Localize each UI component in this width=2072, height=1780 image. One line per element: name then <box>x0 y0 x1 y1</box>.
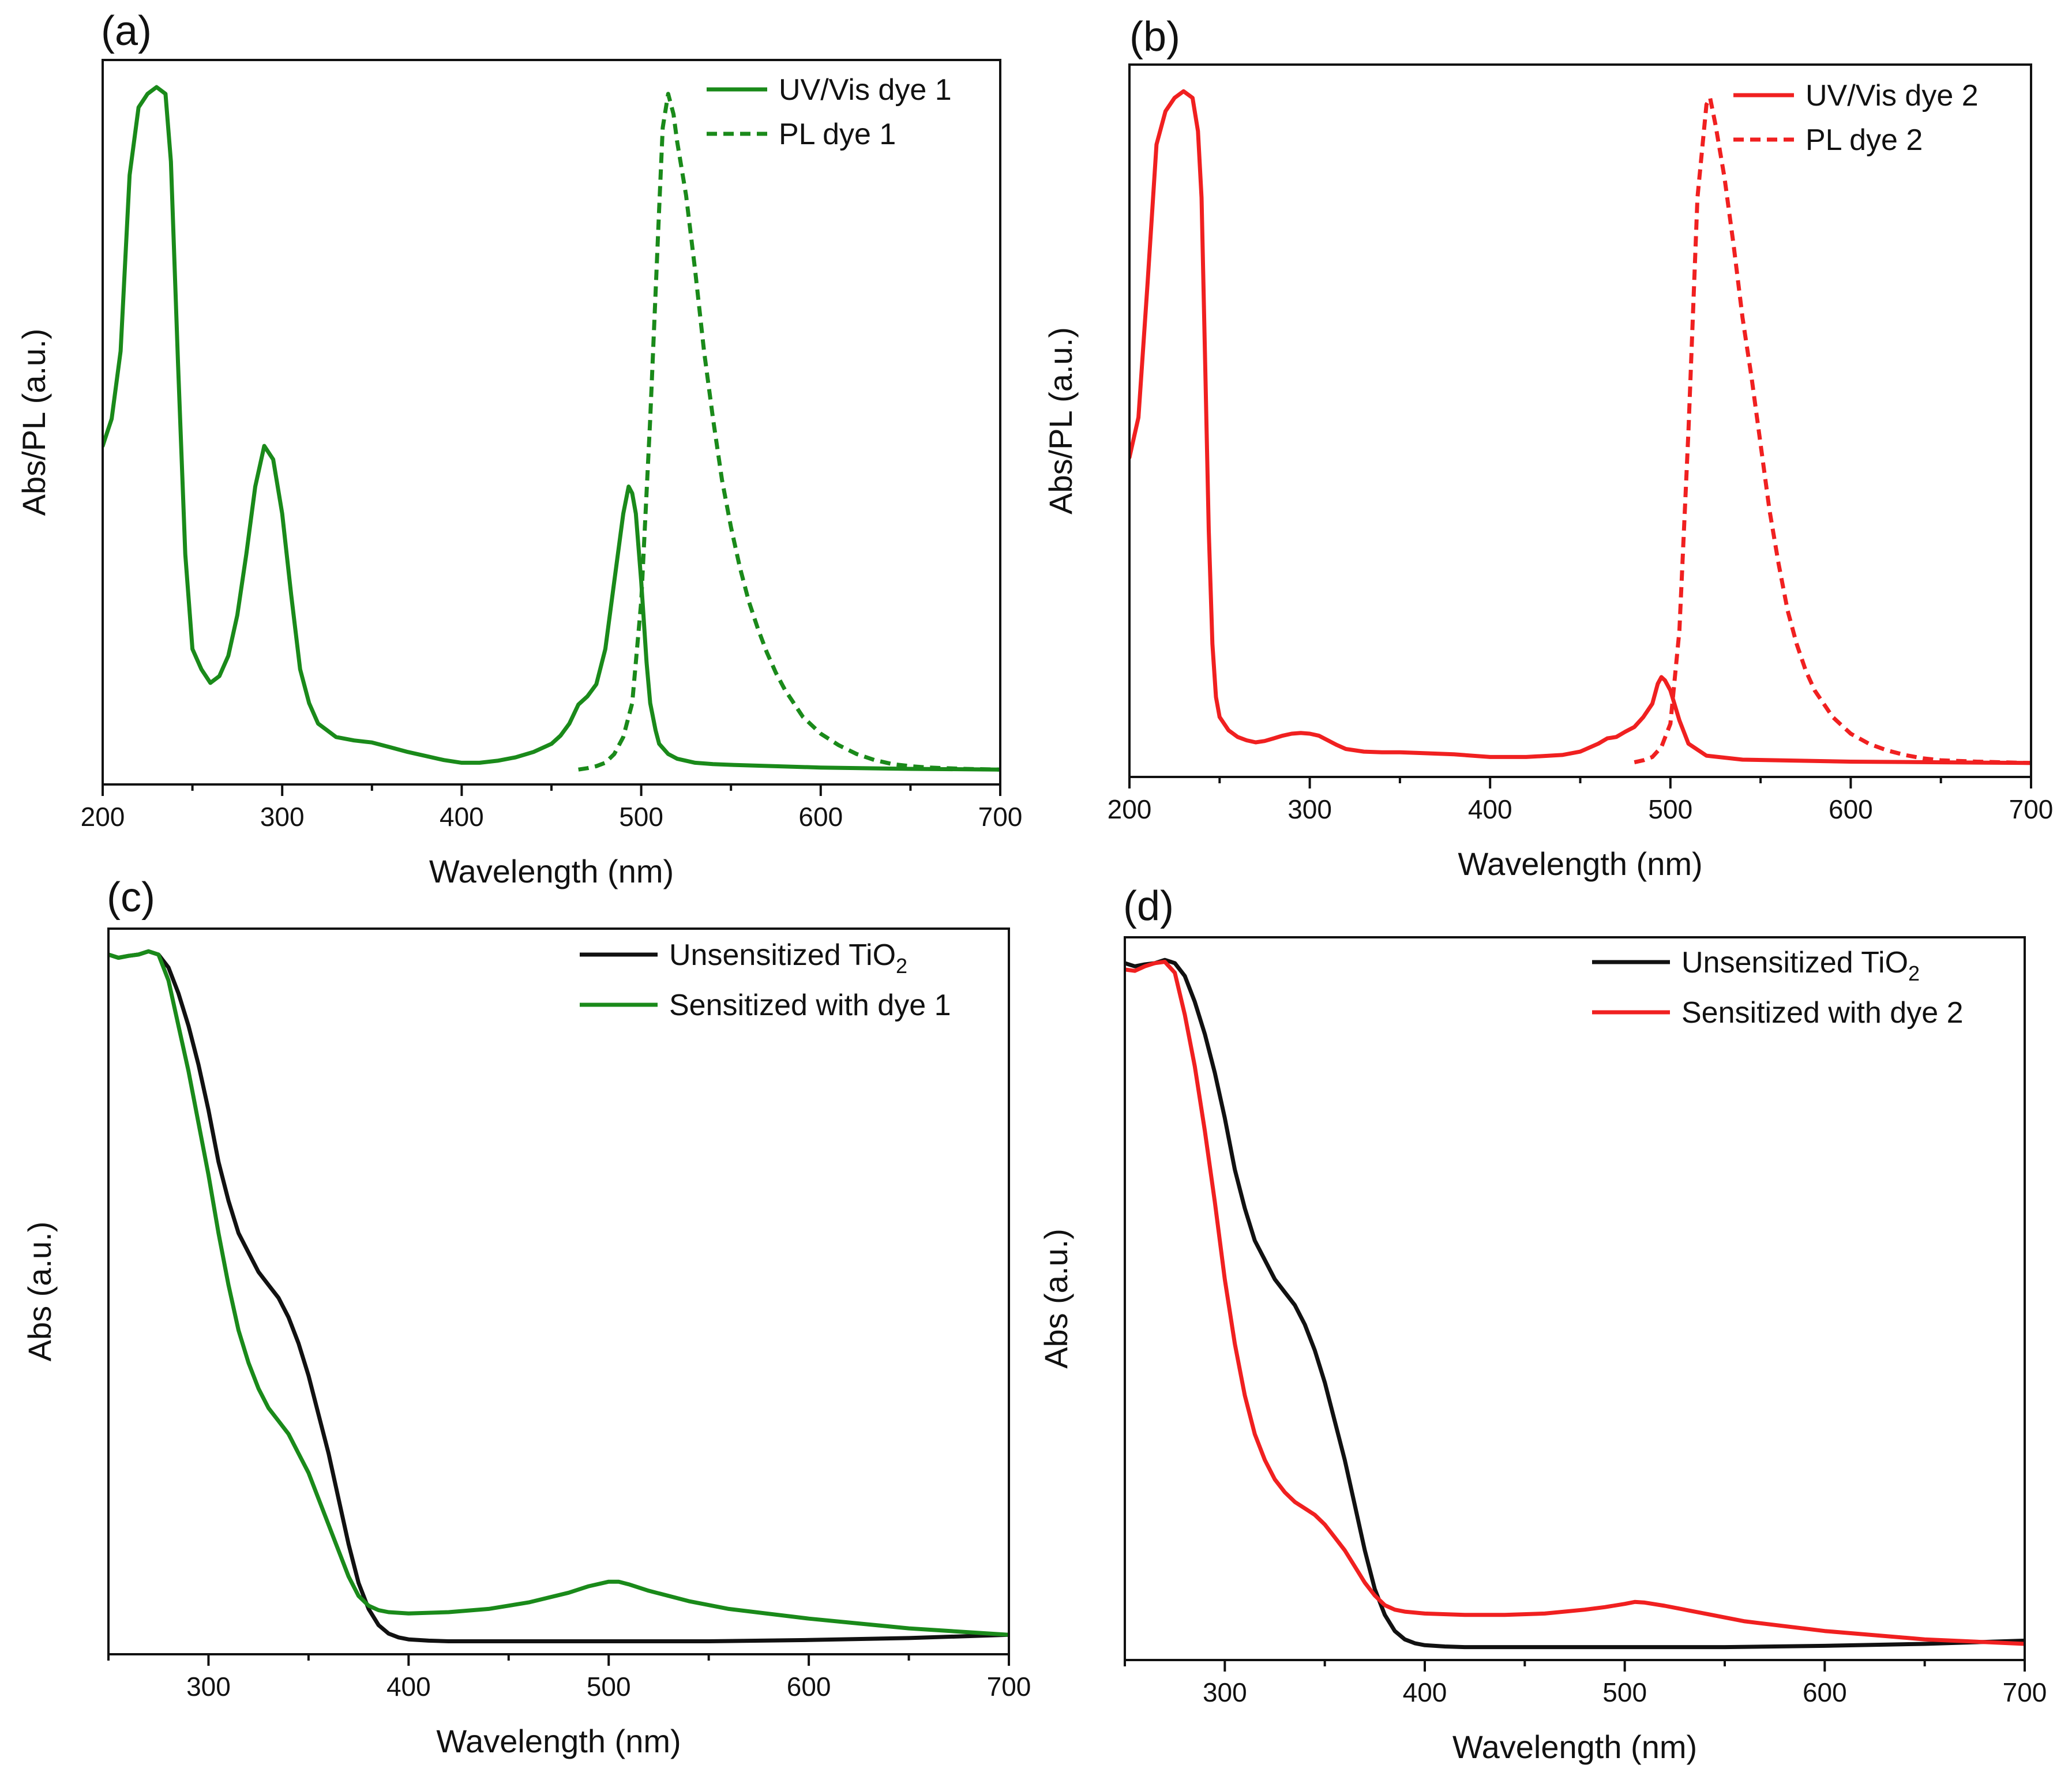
x-tick-label: 200 <box>1108 794 1152 824</box>
x-tick-label: 400 <box>386 1672 431 1702</box>
x-tick-label: 300 <box>1288 794 1332 824</box>
panel-a: (a) 200 300 400 500 600 700 Wavelength (nm) Abs/… <box>16 8 1022 889</box>
panel-d: (d) 300 400 500 600 700 Wavelength (nm) Abs (a.… <box>1038 883 2047 1765</box>
x-tick-label: 500 <box>1648 794 1692 824</box>
x-tick-label: 700 <box>2003 1677 2047 1707</box>
x-tick-label: 400 <box>1468 794 1512 824</box>
series-line-sensitized-with-dye-1 <box>108 949 1009 1637</box>
plot-frame <box>107 927 1010 1655</box>
series-line-unsensitized-tio2 <box>108 949 1009 1643</box>
x-tick-label: 600 <box>798 802 843 832</box>
x-tick-label: 500 <box>1602 1677 1647 1707</box>
x-tick-label: 400 <box>440 802 484 832</box>
plot-frame <box>1124 936 2026 1661</box>
legend-label: UV/Vis dye 1 <box>779 73 952 107</box>
x-axis-title: Wavelength (nm) <box>1452 1729 1697 1765</box>
x-tick-label: 300 <box>260 802 305 832</box>
y-axis-title: Abs (a.u.) <box>1038 1229 1074 1369</box>
x-tick-label: 700 <box>978 802 1023 832</box>
y-axis-title: Abs (a.u.) <box>21 1222 58 1362</box>
y-axis-title: Abs/PL (a.u.) <box>16 329 52 516</box>
legend: Unsensitized TiO2 Sensitized with dye 1 <box>580 938 951 1022</box>
plot-frame <box>1128 63 2032 778</box>
panel-label-d: (d) <box>1123 883 1174 929</box>
legend-label: Sensitized with dye 1 <box>669 989 951 1022</box>
x-tick-label: 200 <box>81 802 125 832</box>
panel-label-a: (a) <box>101 8 152 54</box>
x-tick-label: 700 <box>987 1672 1031 1702</box>
x-tick-label: 500 <box>619 802 663 832</box>
legend-label: UV/Vis dye 2 <box>1806 79 1979 112</box>
series-line-unsensitized-tio2 <box>1125 957 2025 1650</box>
x-tick-label: 700 <box>2009 794 2054 824</box>
series-line-uv-vis-dye-1 <box>103 85 1000 772</box>
x-tick-label: 600 <box>1803 1677 1847 1707</box>
x-axis-title: Wavelength (nm) <box>436 1723 681 1759</box>
x-axis-title: Wavelength (nm) <box>429 853 674 889</box>
series-line-sensitized-with-dye-2 <box>1125 960 2025 1646</box>
panel-c: (c) 300 400 500 600 700 Wavelength (nm) Abs (a.… <box>21 874 1031 1759</box>
x-tick-label: 300 <box>186 1672 231 1702</box>
panel-b: (b) 200 300 400 500 600 700 Wavelength (nm) Abs/… <box>1042 14 2053 882</box>
x-tick-label: 500 <box>587 1672 631 1702</box>
legend-label: PL dye 2 <box>1806 123 1923 157</box>
plot-frame <box>102 59 1001 786</box>
legend-label: Unsensitized TiO2 <box>669 938 907 978</box>
x-tick-label: 400 <box>1403 1677 1447 1707</box>
panel-label-b: (b) <box>1129 14 1180 60</box>
legend-label: Unsensitized TiO2 <box>1681 946 1920 985</box>
legend-label: Sensitized with dye 2 <box>1681 996 1964 1030</box>
legend-subscript: 2 <box>896 954 907 978</box>
series-line-uv-vis-dye-2 <box>1129 89 2031 765</box>
series-line-pl-dye-1 <box>578 92 1000 772</box>
legend: UV/Vis dye 2 PL dye 2 <box>1733 79 1979 157</box>
legend: UV/Vis dye 1 PL dye 1 <box>707 73 952 151</box>
x-tick-label: 600 <box>1829 794 1873 824</box>
series-line-pl-dye-2 <box>1634 96 2031 765</box>
panel-label-c: (c) <box>107 874 155 921</box>
y-axis-title: Abs/PL (a.u.) <box>1042 327 1079 515</box>
legend-subscript: 2 <box>1908 962 1920 985</box>
x-tick-label: 600 <box>787 1672 831 1702</box>
x-tick-label: 300 <box>1203 1677 1247 1707</box>
legend-label: PL dye 1 <box>779 118 896 151</box>
legend: Unsensitized TiO2 Sensitized with dye 2 <box>1592 946 1964 1030</box>
x-axis-title: Wavelength (nm) <box>1458 846 1702 882</box>
